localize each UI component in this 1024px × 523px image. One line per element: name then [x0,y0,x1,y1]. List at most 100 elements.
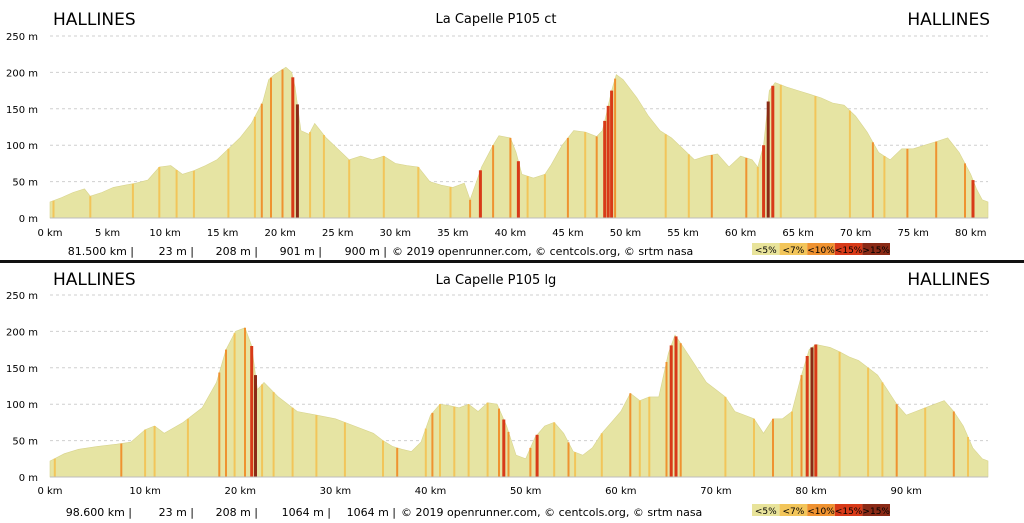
x-tick-label: 60 km [605,486,636,497]
slope-marker [417,167,420,218]
legend-swatch [862,243,890,255]
slope-marker [779,84,782,218]
slope-marker [315,415,318,477]
footer-min-altitude: 23 m | [159,506,194,519]
slope-marker [753,418,755,477]
slope-marker [343,422,346,477]
x-tick-label: 15 km [207,228,238,239]
y-tick-label: 200 m [6,327,38,338]
slope-marker [800,375,803,477]
slope-marker [469,199,472,218]
slope-marker [600,433,603,477]
footer-credits: © 2019 openrunner.com, © centcols.org, ©… [401,506,702,519]
x-tick-label: 40 km [495,228,526,239]
footer-descent: 1064 m | [347,506,396,519]
slope-marker [971,180,975,218]
slope-marker [669,345,673,477]
slope-marker [382,440,384,477]
slope-marker [610,90,614,218]
slope-marker [603,120,607,218]
slope-marker [120,443,123,477]
slope-marker [322,135,325,218]
legend-swatch [752,504,780,516]
x-tick-label: 30 km [320,486,351,497]
slope-marker [614,78,617,218]
x-tick-label: 50 km [510,486,541,497]
slope-marker [574,452,577,477]
footer-distance: 81.500 km | [68,245,134,258]
x-tick-label: 45 km [552,228,583,239]
slope-marker [895,404,898,477]
slope-marker [867,367,870,477]
slope-marker [952,411,955,477]
y-tick-label: 200 m [6,68,38,79]
slope-marker [924,407,927,477]
slope-marker [254,375,257,477]
chart-title: La Capelle P105 lg [436,273,557,288]
slope-marker [772,418,774,477]
slope-marker [218,372,221,477]
x-tick-label: 70 km [840,228,871,239]
slope-marker [805,356,809,477]
slope-marker [906,148,909,218]
slope-marker [396,447,399,477]
chart-title: La Capelle P105 ct [435,12,556,27]
footer-distance: 98.600 km | [66,506,132,519]
slope-marker [543,174,546,218]
slope-marker [584,132,587,218]
slope-marker [295,104,299,218]
slope-marker [250,346,254,477]
slope-marker [535,434,539,477]
x-tick-label: 10 km [129,486,160,497]
slope-marker [424,428,427,477]
y-tick-label: 250 m [6,291,38,302]
plot-area: 0 m 50 m 100 m 150 m 200 m 250 m 0 km 5 km 10 km… [6,32,989,239]
slope-marker [144,429,147,477]
y-tick-label: 250 m [6,32,38,43]
slope-marker [486,402,489,477]
x-tick-label: 60 km [725,228,756,239]
slope-marker [664,134,667,218]
x-tick-label: 0 km [37,228,62,239]
legend-label: <7% [782,246,804,256]
x-tick-label: 10 km [149,228,180,239]
elevation-chart-top: HALLINES HALLINES La Capelle P105 ct 0 m… [0,0,1024,260]
footer-min-altitude: 23 m | [159,245,194,258]
slope-marker [814,96,817,218]
slope-marker [766,101,770,218]
x-tick-label: 35 km [437,228,468,239]
x-tick-label: 30 km [380,228,411,239]
elevation-area [49,327,989,478]
slope-legend: <5% <7% <10% <15% >15% [752,504,890,517]
y-tick-label: 150 m [6,364,38,375]
slope-marker [567,442,570,477]
slope-marker [502,419,506,477]
x-tick-label: 80 km [955,228,986,239]
slope-marker [516,161,520,218]
slope-marker [964,163,966,218]
legend-swatch [779,504,808,516]
slope-marker [449,187,452,218]
legend-label: <5% [755,507,777,517]
end-place-label: HALLINES [907,270,990,290]
legend-label: <5% [755,246,777,256]
x-tick-label: 0 km [37,486,62,497]
slope-marker [881,382,884,477]
slope-marker [791,411,793,477]
slope-legend: <5% <7% <10% <15% >15% [752,243,890,256]
y-tick-label: 100 m [6,141,38,152]
x-tick-label: 80 km [795,486,826,497]
footer-ascent: 1064 m | [282,506,331,519]
legend-label: >15% [862,246,890,256]
start-place-label: HALLINES [53,10,136,30]
slope-marker [848,110,851,218]
x-tick-label: 65 km [782,228,813,239]
slope-marker [871,142,874,218]
slope-marker [492,145,495,218]
slope-marker [553,422,556,477]
slope-marker [606,105,610,218]
slope-marker [710,155,713,218]
slope-marker [253,116,256,218]
elevation-chart-svg: HALLINES HALLINES La Capelle P105 lg 0 m… [6,270,990,519]
slope-marker [478,170,482,218]
